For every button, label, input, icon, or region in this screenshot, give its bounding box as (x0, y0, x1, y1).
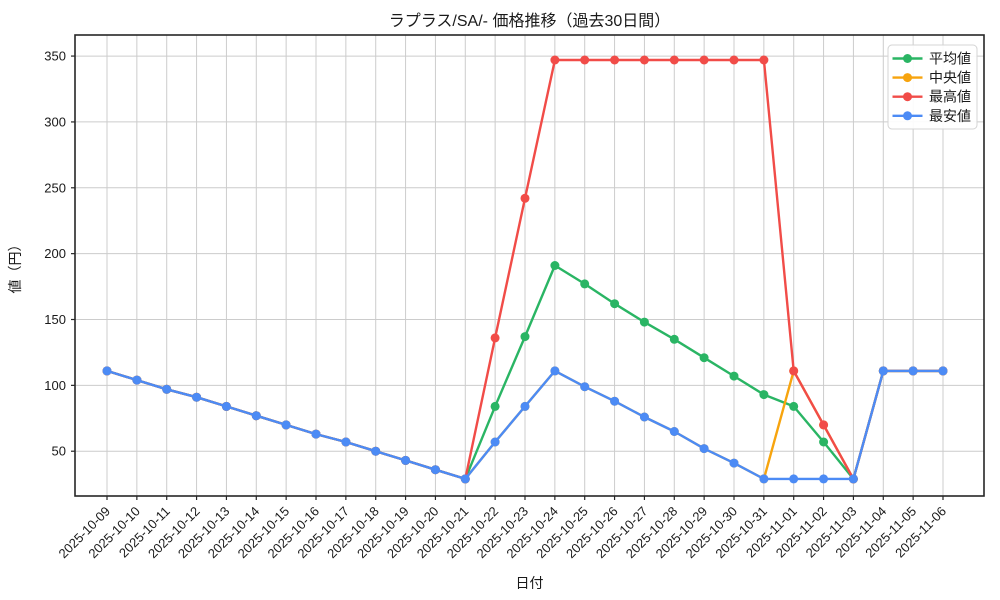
series-avg-point (580, 279, 590, 289)
plot-frame (74, 34, 985, 497)
series-min-point (341, 437, 351, 447)
series-avg-point (699, 353, 709, 363)
series-min-point (162, 384, 172, 394)
series-min-point (878, 366, 888, 376)
x-axis-label: 日付 (516, 575, 544, 591)
series-min-point (430, 465, 440, 475)
series-avg-point (789, 401, 799, 411)
y-tick-label: 300 (44, 114, 66, 129)
legend-box (887, 44, 978, 130)
series-min-point (490, 437, 500, 447)
series-max-point (789, 366, 799, 376)
series-min-point (759, 474, 769, 484)
series-avg-point (729, 371, 739, 381)
series-max-point (580, 55, 590, 65)
series-avg-point (759, 390, 769, 400)
series-min-point (669, 427, 679, 436)
series-avg-point (819, 437, 829, 447)
legend-item-min: 最安値 (892, 108, 971, 124)
series-min-point (401, 455, 411, 465)
legend-label: 中央値 (929, 70, 971, 86)
series-min-point (699, 444, 709, 454)
legend-marker-icon (903, 73, 912, 83)
series-min-point (639, 412, 649, 422)
gridlines (75, 35, 984, 496)
series-avg-point (550, 261, 560, 270)
series-max-point (520, 193, 530, 203)
series-min-point (221, 401, 231, 411)
y-tick-label: 100 (44, 378, 66, 393)
legend-label: 最安値 (929, 108, 971, 124)
series-min-point (819, 474, 829, 484)
series-min (102, 366, 948, 484)
series-min-point (132, 375, 142, 385)
series-min-point (251, 411, 261, 421)
series-max-point (610, 55, 620, 65)
series-avg-point (639, 317, 649, 327)
legend-item-median: 中央値 (892, 70, 971, 86)
legend-marker-icon (903, 54, 912, 63)
series-max-point (819, 420, 829, 430)
series-min-point (371, 446, 381, 456)
series-min-point (281, 420, 291, 430)
series-min-point (580, 382, 590, 392)
series-min-point (789, 474, 799, 484)
series-max-point (729, 55, 739, 65)
series-max-point (699, 55, 709, 65)
series-min-point (938, 366, 948, 376)
y-tick-label: 350 (44, 49, 66, 64)
legend-marker-icon (903, 111, 912, 121)
series-min-point (311, 429, 321, 439)
series-max-point (669, 55, 679, 65)
series-max-point (550, 55, 560, 65)
series-min-point (729, 458, 739, 468)
series-max-point (639, 55, 649, 65)
legend-label: 最高値 (929, 89, 971, 105)
series-min-point (102, 366, 112, 376)
x-tick-labels: 2025-10-092025-10-102025-10-112025-10-12… (55, 504, 949, 562)
legend-marker-icon (903, 92, 912, 102)
y-axis-label: 値（円） (7, 238, 23, 294)
y-tick-label: 50 (52, 444, 66, 459)
series-avg-point (520, 332, 530, 342)
series-min-point (610, 396, 620, 406)
series-avg-point (490, 401, 500, 411)
legend-item-avg: 平均値 (892, 51, 971, 67)
legend-item-max: 最高値 (892, 89, 971, 105)
y-tick-label: 150 (44, 312, 66, 327)
series-avg-point (669, 334, 679, 344)
series-max-point (759, 55, 769, 65)
legend-label: 平均値 (929, 51, 971, 67)
y-tick-label: 250 (44, 180, 66, 195)
series-max-point (490, 333, 500, 343)
y-tick-label: 200 (44, 246, 66, 261)
series-min-point (460, 474, 470, 484)
y-tick-labels: 50 100 150 200 250 300 350 (44, 49, 66, 459)
series-min-point (908, 366, 918, 376)
series-min-point (550, 366, 560, 376)
series-min-point (848, 474, 858, 484)
series-min-point (520, 401, 530, 411)
series-avg-point (610, 299, 620, 309)
chart-title: ラプラス/SA/- 価格推移（過去30日間） (389, 12, 671, 30)
series-min-point (192, 392, 202, 402)
